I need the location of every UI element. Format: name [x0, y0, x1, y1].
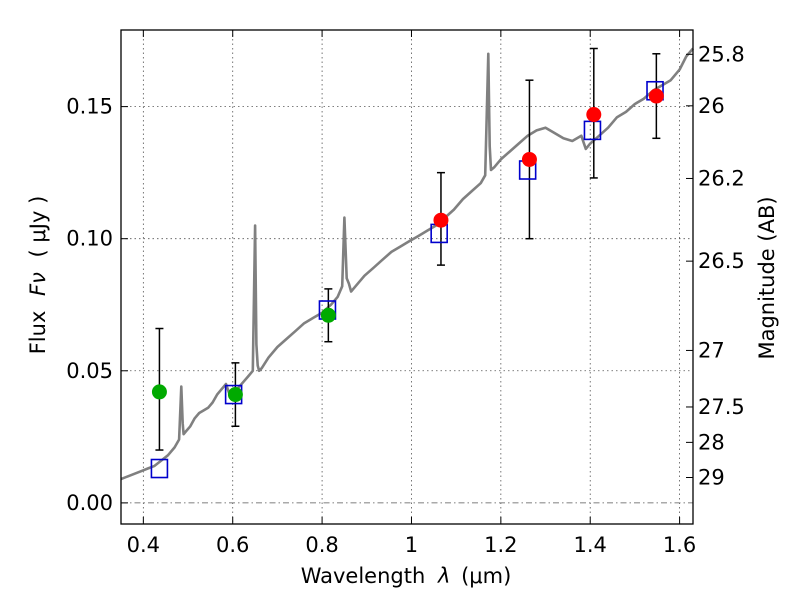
y-tick-label: 0.00	[66, 491, 113, 515]
mag-tick-label: 27.5	[698, 395, 745, 419]
x-tick-label: 1	[405, 533, 418, 557]
spectrum-line	[120, 47, 694, 481]
x-tick-label: 0.4	[127, 533, 160, 557]
y-tick-label: 0.05	[66, 359, 113, 383]
observed_red-point	[433, 212, 449, 228]
tick-layer: 0.4 0.6 0.8 1 1.2 1.4 1.6 0.00 0.05 0.10 0.15 25.8 2…	[66, 30, 745, 557]
observed_red-point	[521, 151, 537, 167]
observed_green-point	[227, 387, 243, 403]
grid-lines	[121, 30, 693, 524]
observed_red-point	[586, 107, 602, 123]
mag-tick-label: 29	[698, 466, 725, 490]
mag-tick-label: 26	[698, 94, 725, 118]
observed_red-point	[648, 88, 664, 104]
observed_green-point	[320, 307, 336, 323]
x-tick-label: 0.8	[305, 533, 338, 557]
model-photometry-square	[150, 458, 169, 479]
x-tick-label: 1.6	[663, 533, 696, 557]
observed_green-point	[151, 384, 167, 400]
x-tick-label: 1.4	[574, 533, 607, 557]
x-axis-label: Wavelength λ (μm)	[301, 564, 512, 588]
y2-axis-label: Magnitude (AB)	[755, 196, 779, 359]
mag-tick-label: 25.8	[698, 42, 745, 66]
y-tick-label: 0.10	[66, 227, 113, 251]
spectrum-layer	[120, 47, 694, 481]
mag-tick-label: 27	[698, 338, 725, 362]
y-tick-label: 0.15	[66, 95, 113, 119]
mag-tick-label: 26.5	[698, 249, 745, 273]
y-axis-label: Flux Fν ( μJy )	[26, 196, 50, 355]
x-tick-label: 1.2	[484, 533, 517, 557]
mag-tick-label: 28	[698, 430, 725, 454]
mag-tick-label: 26.2	[698, 166, 745, 190]
x-tick-label: 0.6	[216, 533, 249, 557]
plot-frame	[120, 29, 694, 525]
marker-layer	[150, 80, 664, 479]
